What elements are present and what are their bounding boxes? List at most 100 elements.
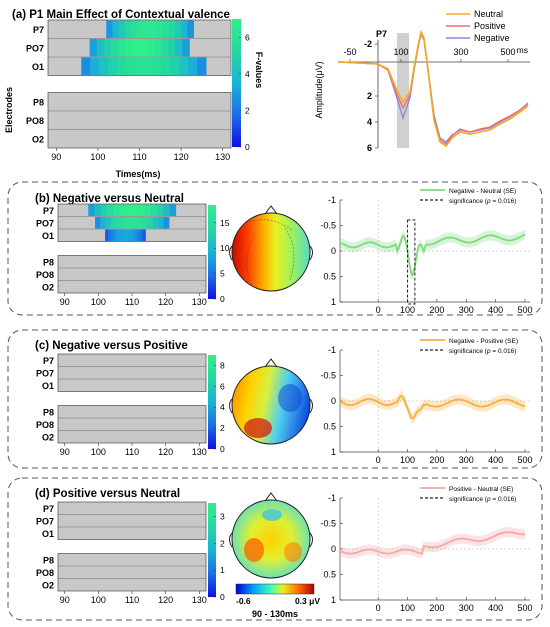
wave-a-legend: Neutral Positive Negative (446, 9, 510, 43)
x-tick-label: 100 (91, 595, 106, 605)
significant-cell (106, 20, 113, 38)
colorbar-tick-label: 6 (220, 381, 225, 391)
significant-cell (137, 20, 145, 38)
panel-a-wave-ylabel: Amplitude(μV) (314, 61, 324, 118)
panel-c-title: (c) Negative versus Positive (35, 340, 188, 352)
significant-cell (169, 204, 177, 216)
x-tick-label: 130 (192, 297, 207, 307)
panel-b: (b) Negative versus Neutral P7 PO7 O1 P8 PO8… (35, 188, 533, 315)
legend-positive: Positive (474, 21, 506, 31)
y-tick-label: -1 (328, 493, 336, 503)
significant-cell (89, 39, 98, 57)
panel-a-colorbar: 0 2 4 6 (232, 19, 250, 152)
significant-cell (168, 20, 176, 38)
electrode-label: PO8 (36, 420, 54, 430)
electrode-label: O1 (42, 231, 54, 241)
y-tick-label: 6 (367, 143, 372, 153)
significant-cell (134, 57, 145, 75)
significant-cell (121, 217, 128, 229)
legend-negative: Negative (474, 33, 510, 43)
significant-cell (136, 229, 141, 241)
colorbar-tick-label: 0 (245, 142, 250, 152)
colorbar-tick-label: 0 (220, 592, 225, 602)
x-tick-label: 100 (91, 297, 106, 307)
x-tick-label: 90 (60, 447, 70, 457)
panel-d-waveform: -1 -0.5 0 0.5 1 0 100 200 300 400 500 Positive - Ne… (320, 486, 532, 613)
grid-block-right (47, 92, 232, 149)
significant-cell (149, 20, 157, 38)
significant-cell (113, 229, 118, 241)
electrode-label: PO8 (36, 270, 54, 280)
significant-cell (100, 204, 108, 216)
significant-cell (181, 20, 188, 38)
x-tick-label: 300 (459, 455, 474, 465)
x-tick-label: 500 (517, 455, 532, 465)
electrode-label: P7 (43, 356, 54, 366)
x-tick-label: 200 (429, 305, 444, 315)
x-tick-label: 0 (376, 305, 381, 315)
x-tick-label: 110 (125, 595, 139, 605)
significant-cell (197, 57, 207, 75)
x-tick-label: 300 (459, 603, 474, 613)
significant-cell (161, 57, 171, 75)
significant-cell (170, 57, 180, 75)
colorbar-gradient (232, 19, 241, 147)
x-tick-label: 100 (400, 603, 415, 613)
colorbar-gradient (208, 205, 216, 299)
panel-b-title: (b) Negative versus Neutral (35, 193, 184, 205)
significant-cell (137, 217, 143, 229)
x-tick-label: 100 (393, 47, 408, 57)
electrode-label: PO7 (26, 43, 44, 53)
x-tick-label: 110 (125, 297, 139, 307)
electrode-label: PO7 (36, 516, 54, 526)
electrode-label: PO8 (36, 568, 54, 578)
x-tick-label: 0 (376, 603, 381, 613)
y-tick-label: 0.5 (323, 422, 336, 432)
significant-cell (163, 204, 170, 216)
y-tick-label: -1 (328, 195, 336, 205)
legend-line-label: Positive - Neutral (SE) (449, 486, 513, 493)
x-tick-label: 100 (90, 152, 105, 162)
wave-a-xunit: ms (517, 45, 528, 55)
y-tick-label: 0.5 (323, 570, 336, 580)
significant-cell (132, 204, 139, 216)
colorbar-tick-label: 2 (220, 423, 225, 433)
significant-cell (124, 20, 132, 38)
colorbar-gradient (208, 355, 216, 449)
significant-cell (105, 217, 112, 229)
x-tick-label: 130 (192, 447, 207, 457)
significant-cell (125, 39, 133, 57)
colorbar-tick-label: 1 (220, 565, 225, 575)
wave-neutral-line (339, 29, 529, 148)
significant-cell (131, 229, 135, 241)
panel-d-grid: P7 PO7 O1 P8 PO8 O2 90 100 110 120 130 (36, 501, 207, 605)
panel-a-waveform: Amplitude(μV) P7 -2 2 4 6 -50 100 300 500 ms N… (314, 9, 530, 153)
panel-b-waveform: -1 -0.5 0 0.5 1 0 100 200 300 400 500 Negative - Ne… (320, 188, 532, 315)
x-tick-label: -50 (343, 47, 356, 57)
significant-cell (160, 39, 169, 57)
x-tick-label: 90 (51, 152, 61, 162)
colorbar-tick-label: 3 (220, 511, 225, 521)
significant-cell (125, 57, 136, 75)
panel-c-waveform: -1 -0.5 0 0.5 1 0 100 200 300 400 500 Negative - Po… (320, 338, 532, 465)
significant-cell (118, 20, 126, 38)
significant-cell (168, 39, 176, 57)
significant-cell (122, 229, 126, 241)
x-tick-label: 120 (158, 447, 173, 457)
difference-line (339, 395, 526, 420)
significant-cell (110, 39, 119, 57)
significant-cell (94, 204, 102, 216)
significant-cell (81, 57, 91, 75)
panel-b-frame (7, 181, 543, 316)
electrode-label: O2 (42, 282, 54, 292)
significant-cell (113, 204, 120, 216)
significant-cell (88, 204, 95, 216)
y-tick-label: 0.5 (323, 272, 336, 282)
y-tick-label: -2 (364, 39, 372, 49)
panel-a-grid: P7 PO7 O1 P8 PO8 O2 90 100 110 120 130 (26, 19, 232, 162)
panel-c: (c) Negative versus Positive P7 PO7 O1 P8 PO… (35, 338, 533, 465)
electrode-label: PO8 (26, 116, 44, 126)
x-tick-label: 300 (459, 305, 474, 315)
electrode-label: O2 (42, 432, 54, 442)
significant-cell (187, 20, 194, 38)
